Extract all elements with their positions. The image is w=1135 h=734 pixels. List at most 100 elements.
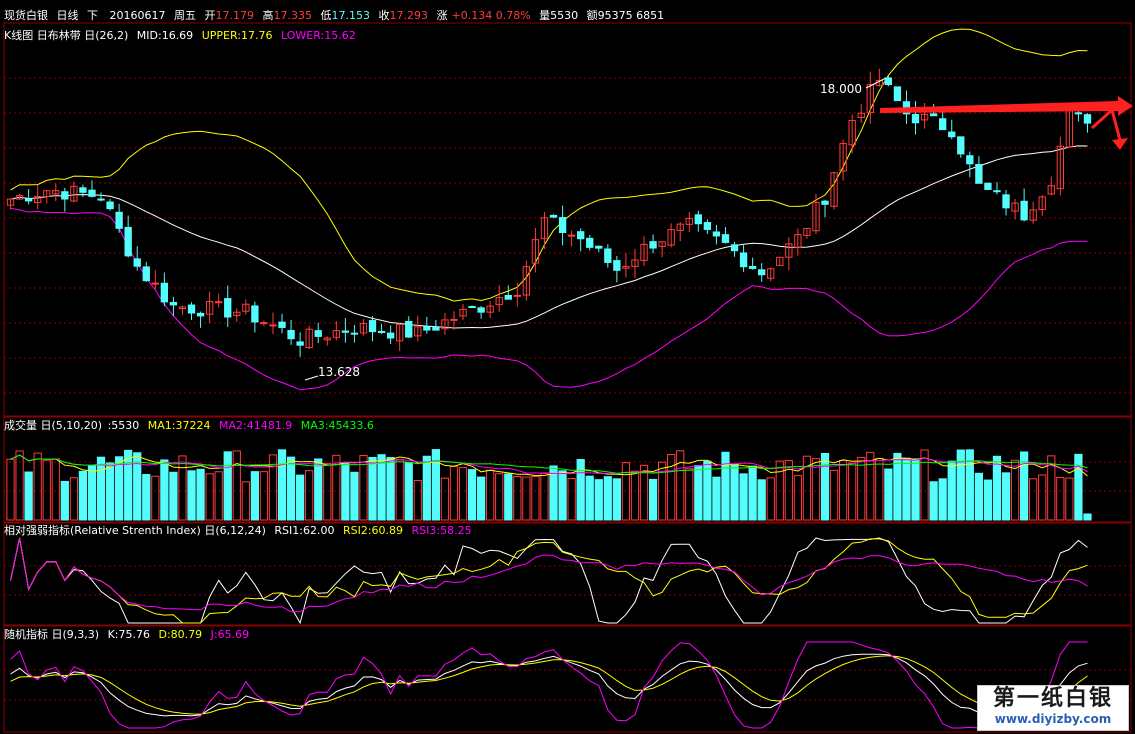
high-annotation-leader (865, 77, 887, 89)
candle-body (396, 323, 404, 342)
panel-frame (3, 22, 1132, 417)
candle-body (966, 155, 974, 165)
candle-body (531, 239, 540, 264)
boll-mid-line (10, 145, 1088, 329)
candle-body (215, 301, 223, 304)
volume-bar (540, 472, 549, 521)
candle-body (377, 330, 386, 334)
candle-body (540, 217, 549, 240)
candle-body (386, 332, 395, 339)
candle-body (124, 226, 132, 257)
candle-body (477, 307, 485, 313)
candle-body (631, 259, 639, 267)
rsi-title: 相对强弱指标(Relative Strenth Index) 日(6,12,24… (4, 524, 266, 537)
volume-bar (169, 471, 178, 521)
volume-bar (96, 456, 106, 521)
bollinger-lines (10, 28, 1088, 391)
volume-bar (766, 477, 775, 521)
candle-body (622, 265, 630, 269)
candle-body (142, 266, 150, 282)
candle-body (767, 268, 775, 279)
volume-ma3-line (10, 454, 1088, 474)
volume-bar (712, 476, 721, 521)
rsi-lines (10, 537, 1088, 625)
resistance-arrow (880, 96, 1133, 150)
volume-bar (386, 457, 395, 521)
k-value: K:75.76 (107, 628, 150, 641)
kdj-lines (10, 641, 1088, 729)
candle-body (323, 337, 331, 341)
volume-bar (884, 468, 893, 521)
candle-body (79, 187, 87, 193)
volume-bar (42, 459, 51, 521)
volume-bar (956, 449, 965, 521)
volume-bar (431, 449, 440, 521)
candle-body (549, 214, 558, 218)
volume-bar (983, 479, 993, 521)
volume-bar (51, 458, 60, 521)
down-arrow-icon (1090, 107, 1122, 141)
low-annotation-leader (304, 375, 319, 381)
close-label: 收 (378, 9, 390, 22)
volume-bar (703, 460, 712, 521)
candle-body (251, 305, 259, 323)
candle-body (721, 234, 730, 243)
open-label: 开 (204, 9, 216, 22)
volume-bar (938, 478, 947, 521)
volume-bar (422, 455, 431, 521)
symbol-name: 现货白银 (4, 9, 48, 22)
volume-bar (359, 455, 368, 521)
candle-body (785, 243, 793, 258)
ma1-value: MA1:37224 (147, 419, 211, 432)
volume-bar (612, 478, 621, 521)
kline-header: K线图 日布林带 日(26,2) MID:16.69 UPPER:17.76 L… (4, 29, 1135, 43)
candle-body (893, 86, 902, 102)
volume-bar (1001, 472, 1011, 521)
candle-body (368, 320, 377, 333)
kdj-title: 随机指标 日(9,3,3) (4, 628, 100, 641)
candle-body (6, 198, 15, 206)
close-value: 17.293 (389, 9, 429, 22)
amount-label: 额95375 6851 (586, 9, 665, 22)
candle-body (242, 303, 250, 312)
volume-bar (124, 449, 133, 521)
candle-body (97, 198, 105, 201)
candle-body (712, 231, 721, 237)
volume-bar (784, 460, 793, 521)
volume-bar (250, 471, 259, 521)
candle-body (450, 318, 458, 321)
volume-bar (232, 450, 241, 521)
volume-bar (1010, 459, 1020, 521)
candle-body (160, 282, 169, 303)
volume-bar (1038, 474, 1047, 521)
candle-body (975, 164, 983, 184)
volume-bar (639, 464, 649, 521)
candle-body (758, 269, 766, 276)
candle-body (233, 311, 241, 316)
candle-body (15, 195, 24, 200)
rsi1-value: RSI1:62.00 (274, 524, 335, 537)
volume-bar (576, 459, 585, 521)
candle-body (305, 328, 313, 349)
rsi2-value: RSI2:60.89 (342, 524, 404, 537)
volume-bar (621, 462, 631, 521)
volume-bar (848, 462, 857, 521)
candle-body (866, 84, 874, 113)
volume-bar (1029, 478, 1038, 521)
volume-bar (667, 454, 676, 521)
kdj-k-line (10, 653, 1088, 717)
candle-body (993, 190, 1001, 193)
candle-body (43, 190, 51, 198)
volume-bar (377, 454, 386, 521)
volume-bar (820, 452, 830, 521)
candle-body (495, 297, 503, 306)
candle-body (911, 113, 920, 124)
volume-bar (739, 473, 748, 521)
candle-body (839, 142, 847, 172)
annotations: 18.000 13.628 (304, 77, 887, 381)
volume-bar (549, 465, 558, 521)
change-value: +0.134 0.78% (451, 9, 531, 22)
volume-bar (594, 479, 603, 521)
candle-body (196, 312, 205, 317)
